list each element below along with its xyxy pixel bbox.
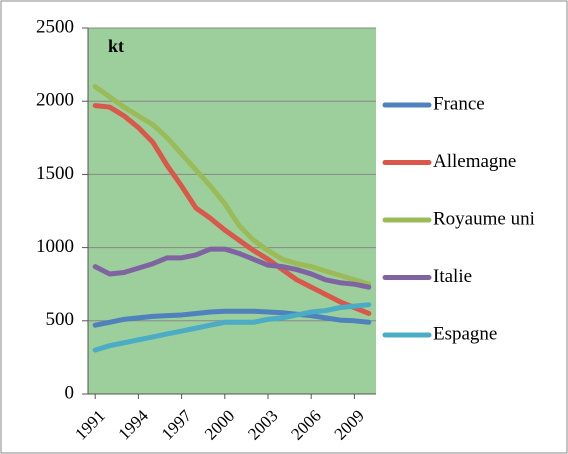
y-tick-label: 0 <box>65 382 75 403</box>
legend-label: Espagne <box>433 323 497 344</box>
legend-label: Allemagne <box>433 151 516 172</box>
series-line <box>92 308 372 328</box>
y-tick-label: 2500 <box>36 16 74 37</box>
series-line <box>92 246 372 290</box>
y-tick-label: 1000 <box>36 236 74 257</box>
annotation: kt <box>108 36 124 56</box>
series-line <box>92 103 372 316</box>
legend-label: Royaume uni <box>433 208 535 229</box>
legend-label: France <box>433 93 485 114</box>
y-tick-label: 1500 <box>36 163 74 184</box>
series-line <box>92 302 372 353</box>
series-line <box>92 84 372 287</box>
y-tick-label: 2000 <box>36 90 74 111</box>
y-tick-label: 500 <box>46 309 75 330</box>
legend-label: Italie <box>433 266 472 287</box>
